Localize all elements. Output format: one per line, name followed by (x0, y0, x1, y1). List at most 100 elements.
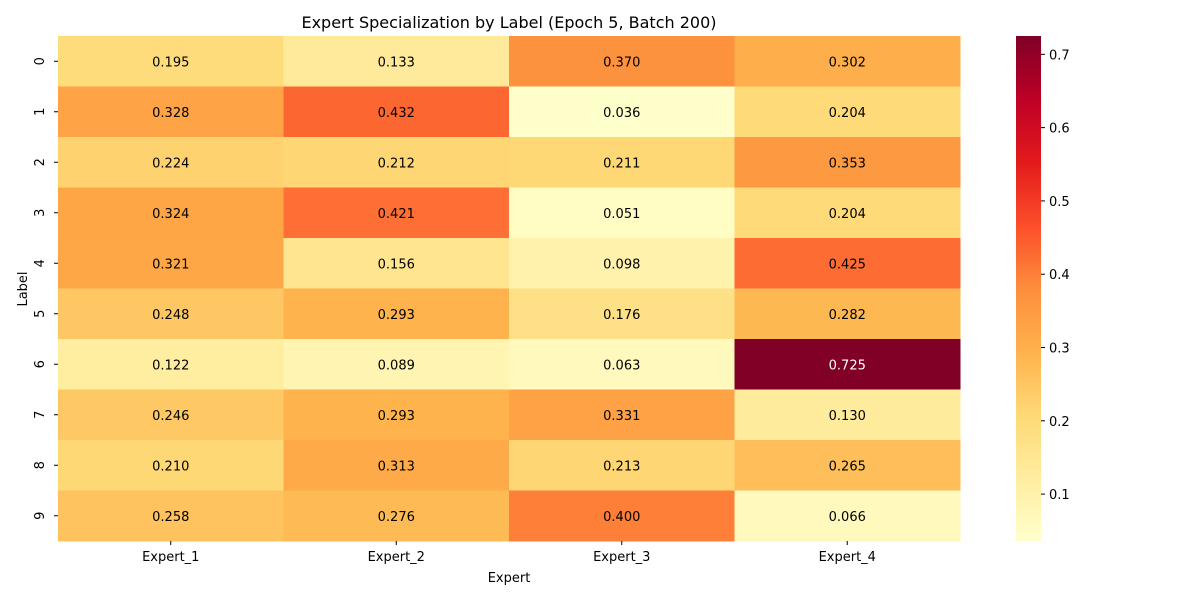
heatmap-cell (58, 389, 284, 441)
heatmap-cell (283, 36, 510, 87)
cell-value-label: 0.133 (378, 55, 415, 70)
cell-value-label: 0.370 (603, 55, 640, 70)
heatmap-cell (283, 389, 510, 441)
cell-value-label: 0.265 (829, 459, 866, 474)
heatmap-cell (509, 490, 735, 542)
heatmap-cell (509, 187, 735, 239)
colorbar-ticks: 0.1 0.2 0.3 0.4 0.5 0.6 0.7 (1041, 48, 1070, 503)
colorbar-tick-label: 0.2 (1049, 415, 1070, 430)
heatmap-cell (509, 339, 735, 390)
cell-value-label: 0.282 (829, 308, 866, 323)
cell-value-label: 0.063 (603, 358, 640, 373)
cell-value-label: 0.293 (378, 409, 415, 424)
cell-value-label: 0.421 (378, 207, 415, 222)
cell-value-label: 0.213 (603, 459, 640, 474)
x-axis-label: Expert (488, 571, 531, 586)
heatmap-cells: 0.195 0.133 0.370 0.302 0.328 0.432 0.036 0.204… (58, 36, 961, 542)
heatmap-cell (509, 389, 735, 441)
colorbar-tick-label: 0.6 (1049, 122, 1070, 137)
y-tick-label: 3 (33, 209, 48, 217)
cell-value-label: 0.425 (829, 257, 866, 272)
cell-value-label: 0.293 (378, 308, 415, 323)
heatmap-cell (58, 238, 284, 289)
x-tick-label: Expert_3 (593, 550, 650, 565)
y-axis-ticks: 0 1 2 3 4 5 6 7 8 9 (33, 57, 58, 520)
y-tick-label: 6 (33, 360, 48, 368)
x-tick-label: Expert_4 (819, 550, 876, 565)
cell-value-label: 0.246 (152, 409, 189, 424)
heatmap-cell (734, 288, 961, 340)
heatmap-cell (734, 137, 961, 188)
heatmap-cell (734, 86, 961, 138)
cell-value-label: 0.432 (378, 106, 415, 121)
heatmap-cell (509, 36, 735, 87)
cell-value-label: 0.051 (603, 207, 640, 222)
y-tick-label: 5 (33, 310, 48, 318)
cell-value-label: 0.122 (152, 358, 189, 373)
cell-value-label: 0.331 (603, 409, 640, 424)
x-axis-ticks: Expert_1 Expert_2 Expert_3 Expert_4 (142, 541, 876, 565)
heatmap-cell (283, 440, 510, 491)
cell-value-label: 0.066 (829, 510, 866, 525)
cell-value-label: 0.156 (378, 257, 415, 272)
cell-value-label: 0.276 (378, 510, 415, 525)
heatmap-cell (58, 86, 284, 138)
y-tick-label: 4 (33, 259, 48, 267)
heatmap-cell (58, 490, 284, 542)
heatmap-cell (509, 238, 735, 289)
heatmap-cell (283, 288, 510, 340)
y-tick-label: 1 (33, 108, 48, 116)
heatmap-cell (283, 339, 510, 390)
y-tick-label: 0 (33, 57, 48, 65)
heatmap-cell (283, 187, 510, 239)
heatmap-cell (734, 339, 961, 390)
cell-value-label: 0.248 (152, 308, 189, 323)
heatmap-cell (509, 440, 735, 491)
heatmap-cell (734, 490, 961, 542)
cell-value-label: 0.204 (829, 207, 866, 222)
colorbar-tick-label: 0.1 (1049, 488, 1070, 503)
heatmap-cell (58, 288, 284, 340)
heatmap-cell (58, 137, 284, 188)
cell-value-label: 0.098 (603, 257, 640, 272)
cell-value-label: 0.204 (829, 106, 866, 121)
heatmap-cell (58, 440, 284, 491)
cell-value-label: 0.036 (603, 106, 640, 121)
heatmap-cell (58, 339, 284, 390)
colorbar (1016, 36, 1041, 541)
x-tick-label: Expert_1 (142, 550, 199, 565)
colorbar-tick-label: 0.3 (1049, 342, 1070, 357)
heatmap-cell (509, 288, 735, 340)
y-axis-label: Label (16, 271, 31, 306)
cell-value-label: 0.328 (152, 106, 189, 121)
heatmap-cell (509, 86, 735, 138)
heatmap-cell (734, 187, 961, 239)
x-tick-label: Expert_2 (368, 550, 425, 565)
colorbar-tick-label: 0.4 (1049, 268, 1070, 283)
heatmap-cell (509, 137, 735, 188)
colorbar-tick-label: 0.5 (1049, 195, 1070, 210)
colorbar-tick-label: 0.7 (1049, 48, 1070, 63)
cell-value-label: 0.321 (152, 257, 189, 272)
heatmap-cell (283, 238, 510, 289)
cell-value-label: 0.211 (603, 156, 640, 171)
heatmap-cell (283, 490, 510, 542)
heatmap-cell (58, 187, 284, 239)
y-tick-label: 2 (33, 158, 48, 166)
y-tick-label: 8 (33, 461, 48, 469)
heatmap-cell (283, 137, 510, 188)
cell-value-label: 0.195 (152, 55, 189, 70)
cell-value-label: 0.212 (378, 156, 415, 171)
cell-value-label: 0.210 (152, 459, 189, 474)
cell-value-label: 0.130 (829, 409, 866, 424)
cell-value-label: 0.302 (829, 55, 866, 70)
cell-value-label: 0.725 (829, 358, 866, 373)
heatmap-cell (734, 36, 961, 87)
heatmap-cell (734, 389, 961, 441)
heatmap-cell (734, 238, 961, 289)
y-tick-label: 9 (33, 512, 48, 520)
cell-value-label: 0.224 (152, 156, 189, 171)
cell-value-label: 0.176 (603, 308, 640, 323)
heatmap-cell (58, 36, 284, 87)
